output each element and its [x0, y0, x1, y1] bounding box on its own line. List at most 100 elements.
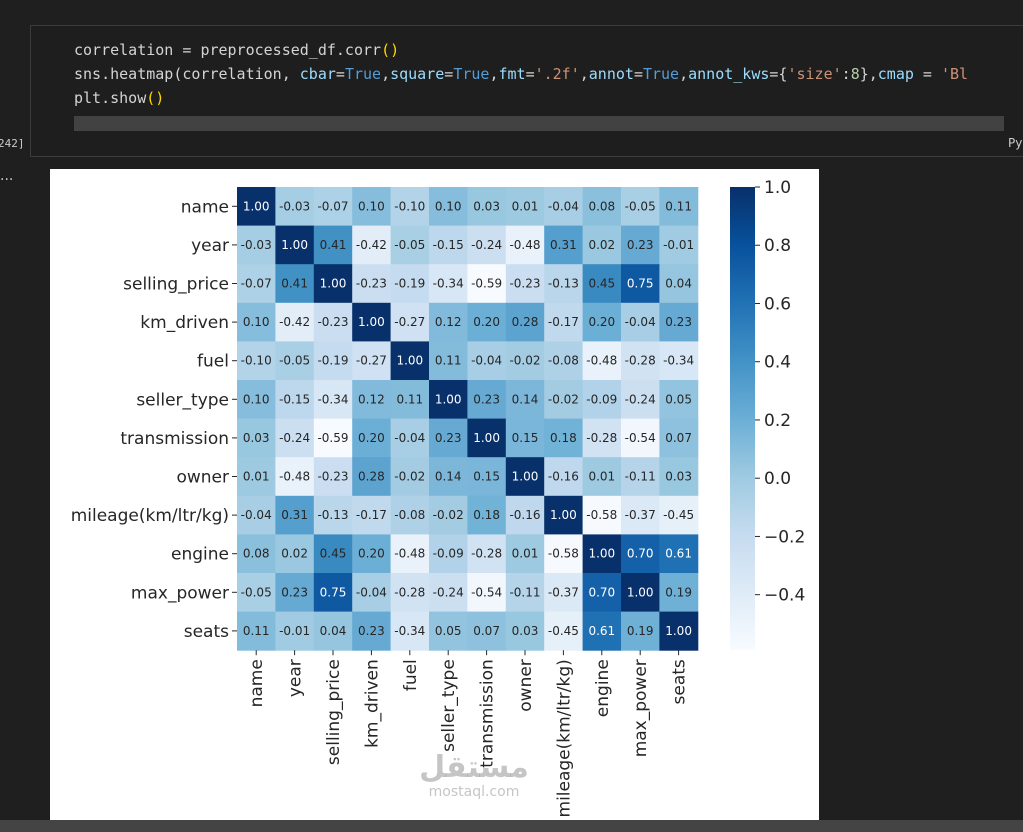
cell-annotation: 0.28: [512, 315, 539, 329]
code-cell[interactable]: correlation = preprocessed_df.corr() sns…: [30, 25, 1023, 157]
cell-annotation: 0.12: [358, 392, 385, 406]
cell-annotation: 0.10: [435, 199, 462, 213]
cell-annotation: 0.11: [243, 624, 270, 638]
heatmap-cell: [505, 418, 545, 458]
cell-annotation: -0.42: [356, 238, 387, 252]
horizontal-scrollbar[interactable]: [0, 820, 1023, 832]
heatmap-cell: [467, 457, 507, 497]
heatmap-cell: [313, 418, 353, 458]
cell-annotation: 1.00: [435, 392, 462, 406]
cell-annotation: 0.23: [435, 431, 462, 445]
code-token: },: [859, 65, 878, 83]
heatmap-cell: [582, 573, 622, 613]
heatmap-cell: [390, 457, 430, 497]
cell-annotation: -0.54: [625, 431, 656, 445]
heatmap-cell: [659, 264, 699, 304]
heatmap-cell: [582, 534, 622, 574]
cell-annotation: 0.41: [320, 238, 347, 252]
heatmap-cell: [390, 611, 430, 651]
heatmap-cell: [352, 495, 392, 535]
cell-annotation: 0.61: [665, 547, 692, 561]
heatmap-cell: [390, 534, 430, 574]
heatmap-cell: [313, 534, 353, 574]
cell-annotation: -0.59: [317, 431, 348, 445]
language-label[interactable]: Py: [1008, 136, 1023, 150]
heatmap-cell: [237, 225, 276, 265]
cell-annotation: 0.11: [396, 392, 423, 406]
code-token: ,: [679, 65, 689, 83]
code-token: plt.show: [74, 89, 147, 107]
colorbar-tick-label: 0.4: [764, 353, 791, 373]
heatmap-cell: [313, 302, 353, 342]
output-scrollbar[interactable]: [74, 116, 1004, 131]
cell-annotation: -0.08: [548, 354, 579, 368]
cell-annotation: 1.00: [320, 277, 347, 291]
code-token: =: [182, 41, 201, 59]
code-token: =: [444, 65, 454, 83]
code-line-3[interactable]: plt.show(): [74, 89, 164, 107]
heatmap-cell: [237, 187, 276, 227]
heatmap-cell: [467, 534, 507, 574]
heatmap-cell: [621, 302, 660, 342]
cell-annotation: 0.70: [627, 547, 654, 561]
cell-annotation: -0.11: [509, 585, 540, 599]
cell-annotation: -0.05: [394, 238, 425, 252]
cell-annotation: 0.08: [588, 199, 615, 213]
colorbar-tick-label: 0.2: [764, 411, 791, 431]
x-tick-label: fuel: [401, 659, 421, 691]
heatmap-cell: [582, 302, 622, 342]
x-tick-label: owner: [516, 659, 536, 712]
heatmap-cell: [313, 225, 353, 265]
heatmap-cell: [505, 380, 545, 420]
cell-annotation: 1.00: [281, 238, 308, 252]
cell-annotation: 0.11: [665, 199, 692, 213]
colorbar-tick-label: −0.2: [764, 527, 805, 547]
heatmap-cell: [390, 187, 430, 227]
cell-annotation: -0.37: [548, 585, 579, 599]
cell-annotation: 0.31: [281, 508, 308, 522]
execution-count: 242]: [0, 137, 25, 150]
heatmap-cell: [659, 573, 699, 613]
heatmap-cell: [313, 264, 353, 304]
cell-annotation: 0.23: [473, 392, 500, 406]
cell-annotation: -0.34: [433, 277, 464, 291]
cell-annotation: 0.41: [281, 277, 308, 291]
y-tick-label: seller_type: [136, 390, 229, 410]
cell-annotation: -0.28: [471, 547, 502, 561]
cell-annotation: 0.01: [512, 199, 539, 213]
cell-annotation: -0.37: [625, 508, 656, 522]
cell-annotation: 0.04: [320, 624, 347, 638]
x-tick-label: km_driven: [362, 659, 382, 748]
x-tick-label: seller_type: [439, 659, 459, 752]
cell-annotation: -0.28: [625, 354, 656, 368]
cell-annotation: 1.00: [627, 585, 654, 599]
cell-annotation: -0.34: [394, 624, 425, 638]
heatmap-cell: [659, 380, 699, 420]
heatmap-cell: [237, 457, 276, 497]
code-token: True: [642, 65, 680, 83]
cell-annotation: -0.28: [586, 431, 617, 445]
heatmap-cell: [544, 380, 584, 420]
heatmap-cell: [313, 341, 353, 381]
heatmap-cell: [582, 457, 622, 497]
heatmap-cell: [429, 457, 468, 497]
heatmap-cell: [429, 225, 468, 265]
code-token: True: [344, 65, 382, 83]
cell-annotation: -0.03: [279, 199, 310, 213]
heatmap-cell: [582, 225, 622, 265]
cell-annotation: 0.20: [473, 315, 500, 329]
y-tick-label: selling_price: [123, 275, 229, 295]
cell-annotation: -0.10: [394, 199, 425, 213]
code-line-2[interactable]: sns.heatmap(correlation, cbar=True,squar…: [74, 65, 968, 83]
code-token: ,: [381, 65, 391, 83]
cell-annotation: -0.13: [548, 277, 579, 291]
cell-annotation: -0.09: [433, 547, 464, 561]
heatmap-cell: [505, 302, 545, 342]
cell-annotation: -0.04: [356, 585, 387, 599]
cell-annotation: 0.01: [512, 547, 539, 561]
heatmap-cell: [544, 264, 584, 304]
cell-annotation: 1.00: [396, 354, 423, 368]
heatmap-cell: [467, 264, 507, 304]
cell-annotation: -0.17: [548, 315, 579, 329]
code-line-1[interactable]: correlation = preprocessed_df.corr(): [74, 41, 399, 59]
